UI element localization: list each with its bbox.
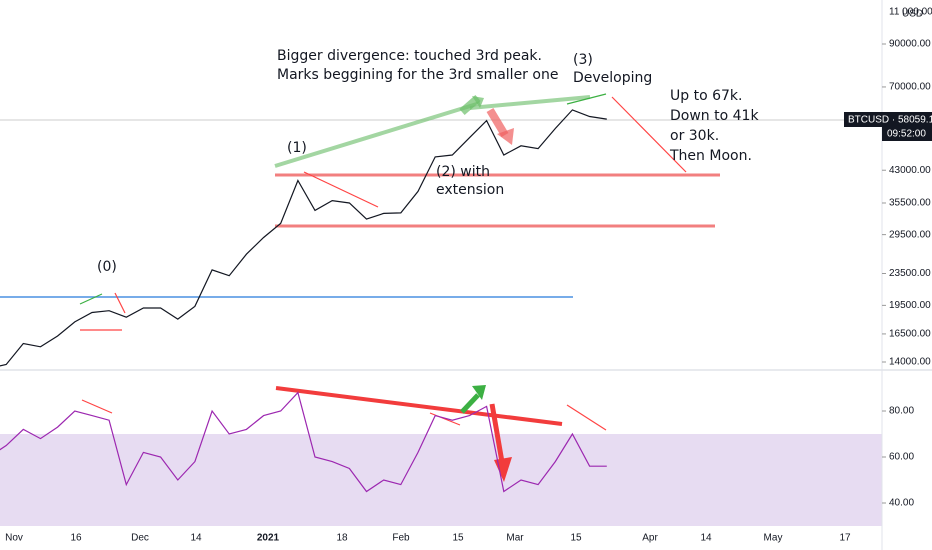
date-label: Nov (5, 533, 23, 544)
date-label: 15 (570, 533, 582, 544)
series (0, 109, 607, 493)
rsi-band (0, 434, 882, 526)
price-tick-label: 90000.00 (889, 39, 931, 50)
annotation: Then Moon. (669, 148, 752, 164)
annotation: Down to 41k (670, 108, 759, 124)
rsi-tick-label: 80.00 (889, 406, 914, 417)
date-label: 17 (839, 533, 851, 544)
countdown: 09:52:00 (887, 129, 926, 140)
axis-label: 11 000.00 (889, 7, 932, 18)
date-label: Feb (392, 533, 410, 544)
rsi-tick-label: 60.00 (889, 452, 914, 463)
price-tag (844, 112, 932, 127)
date-label: 14 (700, 533, 712, 544)
annotation: (0) (97, 259, 117, 275)
price-tick-label: 19500.00 (889, 300, 931, 311)
rsi-line (0, 391, 607, 493)
symbol-label: BTCUSD · 58059.17 (848, 115, 932, 126)
date-label: Dec (131, 533, 149, 544)
price-tick-label: 35500.00 (889, 198, 931, 209)
annotation: (2) with (436, 164, 490, 180)
annotation: Bigger divergence: touched 3rd peak. (277, 48, 542, 64)
rsi-tick-label: 40.00 (889, 498, 914, 509)
price-tick-label: 70000.00 (889, 82, 931, 93)
date-label: May (764, 533, 783, 544)
price-line (0, 109, 607, 367)
date-label: Apr (642, 533, 658, 544)
date-label: 2021 (257, 533, 280, 544)
price-tick-label: 43000.00 (889, 165, 931, 176)
price-tick-label: 23500.00 (889, 268, 931, 279)
price-tick-label: 14000.00 (889, 357, 931, 368)
annotation: Marks beggining for the 3rd smaller one (277, 67, 558, 83)
annotation: (3) (573, 52, 593, 68)
annotation: extension (436, 182, 504, 198)
date-label: Mar (506, 533, 524, 544)
annotation: Up to 67k. (670, 88, 742, 104)
date-label: 16 (70, 533, 82, 544)
drawings (79, 93, 687, 482)
currency: USD (902, 9, 923, 20)
annotation: (1) (287, 140, 307, 156)
countdown-tag (882, 127, 932, 141)
date-label: 18 (336, 533, 348, 544)
annotation: Developing (573, 70, 652, 86)
date-label: 15 (452, 533, 464, 544)
annotation: or 30k. (670, 128, 719, 144)
levels (275, 173, 720, 228)
price-tick-label: 29500.00 (889, 229, 931, 240)
price-tick-label: 16500.00 (889, 329, 931, 340)
date-label: 14 (190, 533, 202, 544)
